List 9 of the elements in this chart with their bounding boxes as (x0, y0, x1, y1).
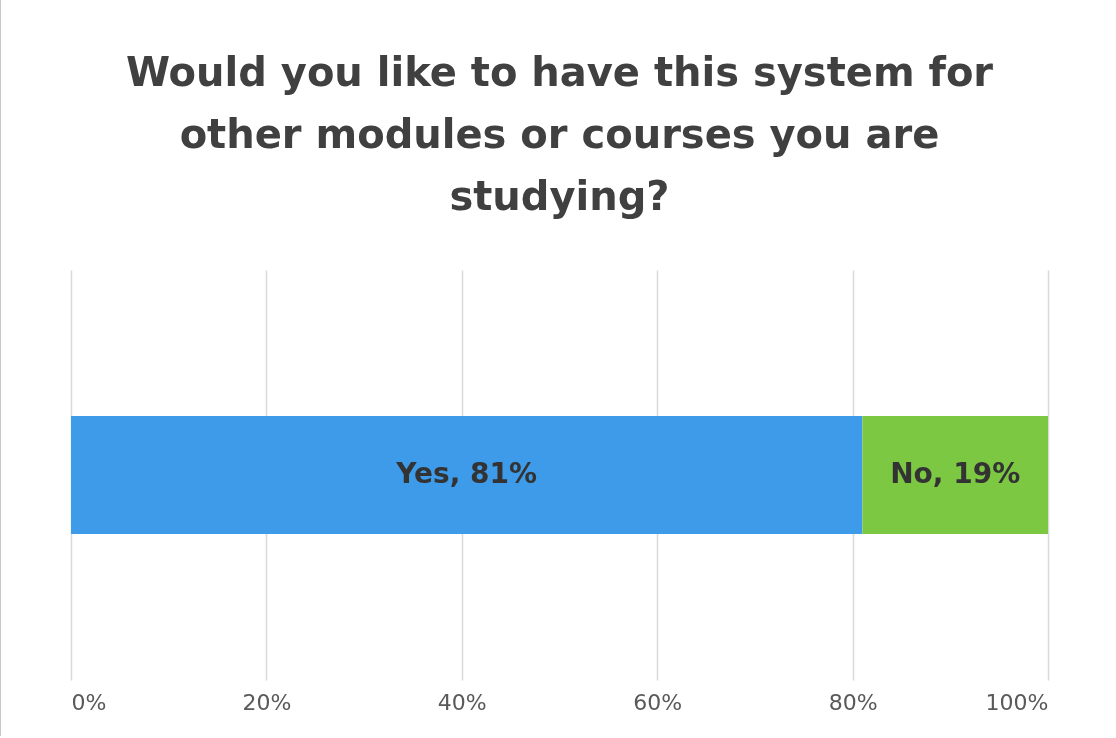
x-tick-label: 20% (242, 689, 292, 715)
x-tick-label: 60% (633, 689, 683, 715)
x-tick-label: 80% (828, 689, 878, 715)
x-tick-label: 40% (437, 689, 487, 715)
x-tick-label: 0% (71, 689, 107, 715)
data-label: No, 19% (890, 457, 1021, 490)
chart-title: Would you like to have this system for other modules or courses you are studying? (125, 49, 994, 219)
x-tick-label: 100% (985, 689, 1049, 715)
data-label: Yes, 81% (395, 457, 538, 490)
